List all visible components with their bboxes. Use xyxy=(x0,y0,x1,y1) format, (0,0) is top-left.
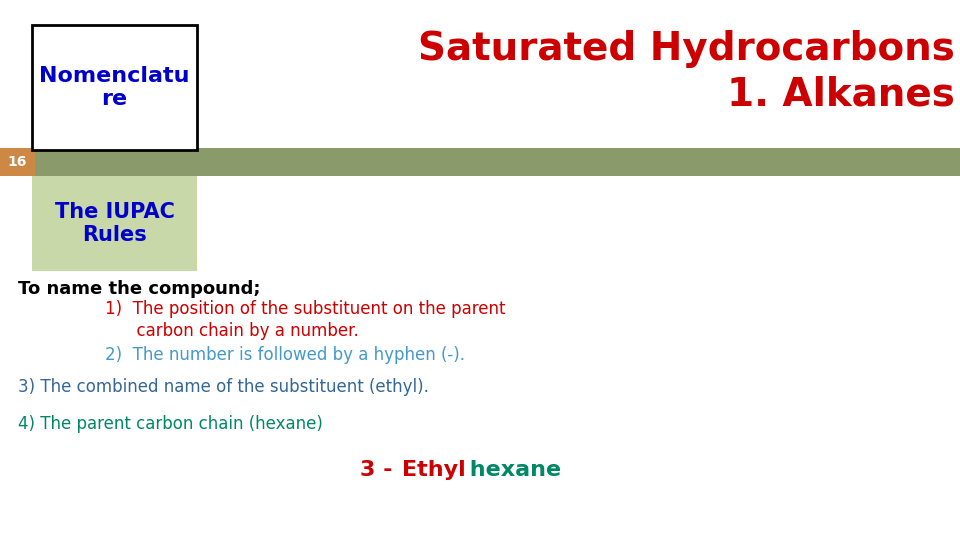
Text: Saturated Hydrocarbons: Saturated Hydrocarbons xyxy=(419,30,955,68)
Text: 1. Alkanes: 1. Alkanes xyxy=(727,75,955,113)
Bar xyxy=(35,148,960,176)
Text: Ethyl: Ethyl xyxy=(402,460,466,480)
Text: 3) The combined name of the substituent (ethyl).: 3) The combined name of the substituent … xyxy=(18,378,429,396)
Text: The IUPAC
Rules: The IUPAC Rules xyxy=(55,202,175,245)
Text: 2)  The number is followed by a hyphen (-).: 2) The number is followed by a hyphen (-… xyxy=(105,346,465,364)
Bar xyxy=(0,148,35,176)
Text: carbon chain by a number.: carbon chain by a number. xyxy=(105,322,359,340)
Text: 4) The parent carbon chain (hexane): 4) The parent carbon chain (hexane) xyxy=(18,415,323,433)
Text: 16: 16 xyxy=(8,155,27,169)
Text: 3 -: 3 - xyxy=(360,460,400,480)
Text: 1)  The position of the substituent on the parent: 1) The position of the substituent on th… xyxy=(105,300,506,318)
Bar xyxy=(32,25,197,150)
Bar xyxy=(32,176,197,271)
Text: To name the compound;: To name the compound; xyxy=(18,280,260,298)
Text: hexane: hexane xyxy=(462,460,562,480)
Text: Nomenclatu
re: Nomenclatu re xyxy=(39,66,190,109)
